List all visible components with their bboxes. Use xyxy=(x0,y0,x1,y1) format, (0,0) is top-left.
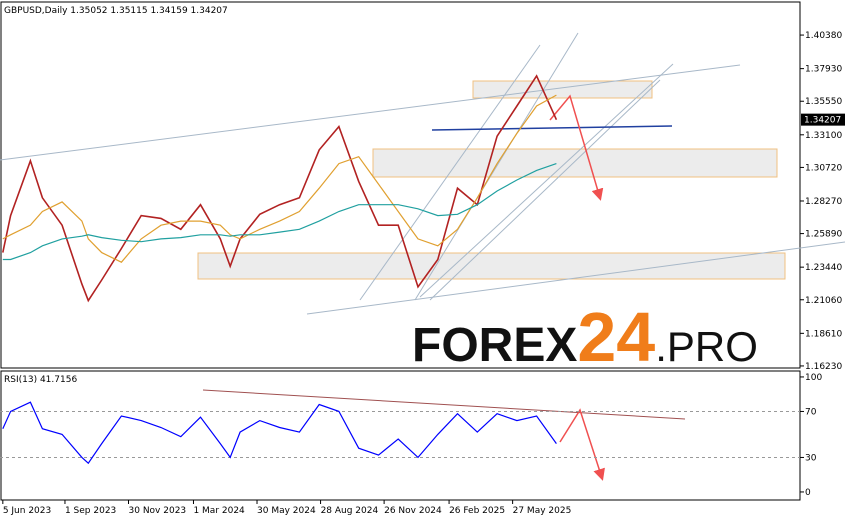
trend-lines xyxy=(0,32,845,315)
rsi-title: RSI(13) 41.7156 xyxy=(4,375,77,385)
x-tick-label: 30 Nov 2023 xyxy=(129,506,187,516)
y-tick-label: 100 xyxy=(805,373,822,383)
series-line xyxy=(2,163,557,261)
chart-title: GBPUSD,Daily 1.35052 1.35115 1.34159 1.3… xyxy=(4,6,228,16)
watermark: FOREX24.PRO xyxy=(412,298,758,376)
x-tick-label: 1 Sep 2023 xyxy=(65,506,116,516)
y-tick-label: 30 xyxy=(805,453,817,463)
y-tick-label: 1.21060 xyxy=(805,296,842,306)
last-price-label: 1.34207 xyxy=(804,116,841,126)
last-price-box xyxy=(801,113,845,126)
watermark-part: 24 xyxy=(577,298,655,376)
watermark-part: .PRO xyxy=(655,323,758,370)
trend-line xyxy=(414,32,579,301)
y-tick-label: 1.16230 xyxy=(805,362,842,372)
series-line xyxy=(2,94,557,263)
y-tick-label: 1.28270 xyxy=(805,197,842,207)
price-panel xyxy=(0,1,801,369)
level-line xyxy=(431,125,673,131)
y-tick-label: 70 xyxy=(805,407,817,417)
y-tick-label: 1.18610 xyxy=(805,329,842,339)
series-line xyxy=(2,401,557,465)
x-tick-label: 30 May 2024 xyxy=(257,506,316,516)
forecast-arrow xyxy=(549,94,604,201)
trend-line xyxy=(359,44,541,301)
watermark-part: FOREX xyxy=(412,319,577,372)
trend-line xyxy=(429,79,661,301)
x-tick-label: 28 Aug 2024 xyxy=(321,506,379,516)
y-tick-label: 1.37930 xyxy=(805,65,842,75)
y-tick-label: 1.30720 xyxy=(805,163,842,173)
x-tick-label: 1 Mar 2024 xyxy=(193,506,245,516)
x-tick-label: 5 Jun 2023 xyxy=(3,506,51,516)
zone xyxy=(372,148,778,178)
y-tick-label: 1.23440 xyxy=(805,263,842,273)
y-tick-label: 1.35550 xyxy=(805,97,842,107)
x-tick-label: 26 Feb 2025 xyxy=(449,506,505,516)
series-line xyxy=(2,74,558,303)
y-tick-label: 0 xyxy=(805,488,811,498)
rsi-panel xyxy=(0,370,801,501)
y-tick-label: 1.33100 xyxy=(805,131,842,141)
forecast-arrow xyxy=(559,408,605,481)
x-tick-label: 27 May 2025 xyxy=(513,506,572,516)
rsi-trend-line xyxy=(202,389,686,420)
trend-line xyxy=(419,63,674,298)
y-tick-label: 1.25890 xyxy=(805,230,842,240)
zone xyxy=(197,252,786,280)
y-tick-label: 1.40380 xyxy=(805,31,842,41)
trend-line xyxy=(306,241,845,315)
x-tick-label: 26 Nov 2024 xyxy=(384,506,442,516)
trend-line xyxy=(0,64,741,161)
